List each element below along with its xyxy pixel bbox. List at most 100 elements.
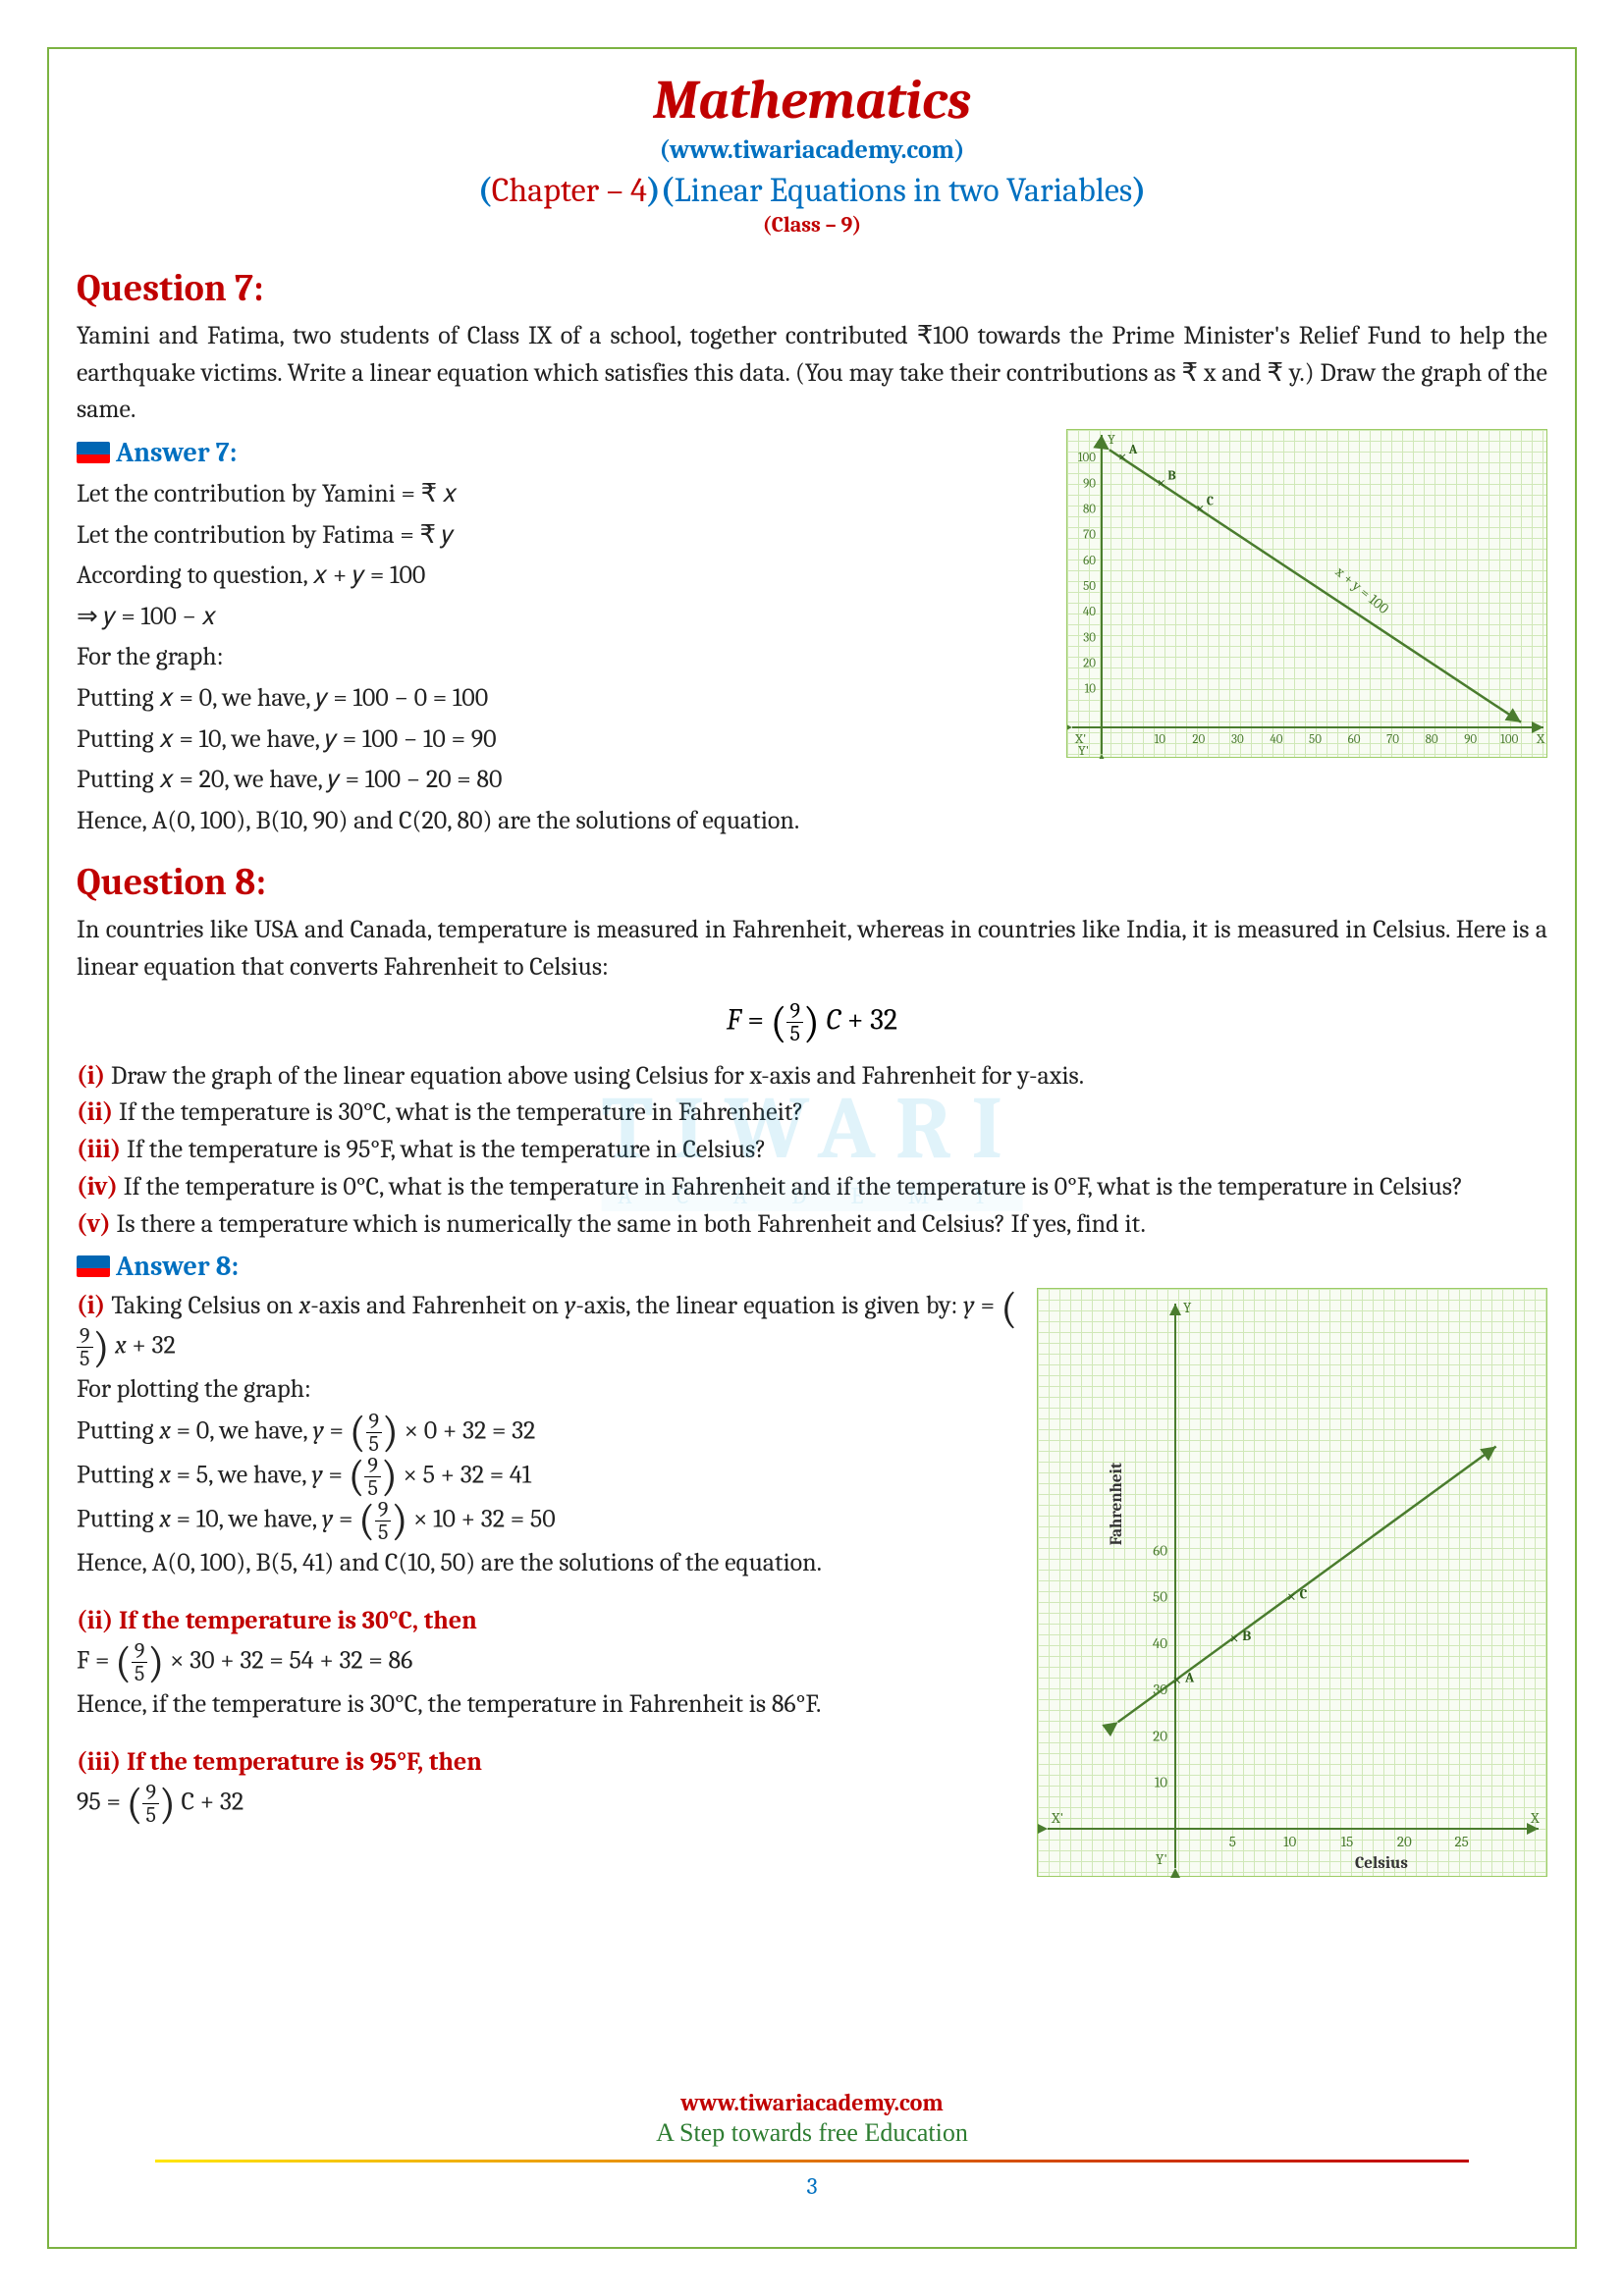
q8-ans-iii-heading: (iii) If the temperature is 95°F, then: [77, 1744, 1017, 1782]
q8-part: (ii) If the temperature is 30°C, what is…: [77, 1095, 1547, 1132]
q8-part: (iv) If the temperature is 0°C, what is …: [77, 1169, 1547, 1206]
svg-text:×: ×: [1287, 1588, 1296, 1607]
q7-answer-label: Answer 7:: [116, 437, 237, 468]
svg-text:x + y = 100: x + y = 100: [1331, 562, 1392, 618]
svg-text:A: A: [1128, 443, 1138, 457]
chapter-line: (Chapter – 4)(Linear Equations in two Va…: [77, 171, 1547, 210]
q8-line: 95 = (95) C + 32: [77, 1782, 1017, 1826]
svg-text:C: C: [1300, 1586, 1308, 1603]
q8-ans-i-intro: (i) Taking Celsius on x-axis and Fahrenh…: [77, 1288, 1017, 1369]
svg-text:60: 60: [1348, 732, 1361, 747]
footer-slogan: A Step towards free Education: [77, 2118, 1547, 2148]
q7-answer-heading: Answer 7:: [77, 437, 1047, 468]
svg-text:60: 60: [1153, 1542, 1167, 1560]
svg-text:Fahrenheit: Fahrenheit: [1108, 1462, 1126, 1545]
q8-line: Hence, A(0, 100), B(5, 41) and C(10, 50)…: [77, 1543, 1017, 1584]
footer-rule: [155, 2160, 1469, 2163]
svg-text:Celsius: Celsius: [1355, 1854, 1408, 1873]
q7-graph: 1020304050607080901001020304050607080901…: [1066, 429, 1547, 758]
svg-text:Y': Y': [1156, 1850, 1167, 1868]
svg-text:10: 10: [1085, 682, 1097, 697]
svg-text:90: 90: [1464, 732, 1477, 747]
q7-answer-col: Answer 7: Let the contribution by Yamini…: [77, 429, 1047, 841]
q8-ans-iii-label: (iii) If the temperature is 95°F, then: [77, 1747, 482, 1777]
q7-text: Yamini and Fatima, two students of Class…: [77, 318, 1547, 429]
svg-text:90: 90: [1083, 476, 1096, 491]
svg-text:X: X: [1530, 1809, 1540, 1827]
svg-text:30: 30: [1231, 732, 1244, 747]
q8-graph-svg: 510152025102030405060XX'YY'CelsiusFahren…: [1038, 1289, 1548, 1878]
svg-text:A: A: [1184, 1670, 1195, 1686]
q7-line: Putting 𝑥 = 20, we have, 𝑦 = 100 − 20 = …: [77, 760, 1047, 801]
svg-text:Y': Y': [1078, 742, 1089, 759]
svg-text:×: ×: [1172, 1672, 1181, 1690]
q7-line: Let the contribution by Fatima = ₹ 𝑦: [77, 515, 1047, 557]
q8-ii-text: If the temperature is 30°C, what is the …: [119, 1097, 803, 1127]
q8-graph: 510152025102030405060XX'YY'CelsiusFahren…: [1037, 1288, 1547, 1877]
svg-text:40: 40: [1270, 732, 1282, 747]
footer-pagenum: 3: [77, 2172, 1547, 2200]
chapter-number: Chapter – 4: [492, 171, 647, 210]
q8-answer-label: Answer 8:: [116, 1251, 239, 1282]
q8-line: Hence, if the temperature is 30°C, the t…: [77, 1684, 1017, 1726]
svg-text:40: 40: [1083, 605, 1096, 619]
q8-part: (iii) If the temperature is 95°F, what i…: [77, 1132, 1547, 1169]
q8-line: For plotting the graph:: [77, 1369, 1017, 1411]
q7-line: For the graph:: [77, 637, 1047, 678]
page-title: Mathematics: [77, 69, 1547, 132]
q8-part: (i) Draw the graph of the linear equatio…: [77, 1058, 1547, 1095]
q7-answer-row: Answer 7: Let the contribution by Yamini…: [77, 429, 1547, 841]
svg-text:X': X': [1051, 1809, 1063, 1827]
svg-text:20: 20: [1153, 1728, 1167, 1745]
q8-line: F = (95) × 30 + 32 = 54 + 32 = 86: [77, 1640, 1017, 1684]
q8-line: Putting x = 10, we have, y = (95) × 10 +…: [77, 1499, 1017, 1543]
answer-icon: [77, 1255, 110, 1277]
q8-iv-text: If the temperature is 0°C, what is the t…: [124, 1172, 1463, 1201]
document-header: Mathematics (www.tiwariacademy.com) (Cha…: [77, 69, 1547, 238]
q8-part: (v) Is there a temperature which is nume…: [77, 1206, 1547, 1244]
svg-text:×: ×: [1196, 500, 1205, 517]
svg-text:100: 100: [1078, 451, 1096, 465]
svg-text:10: 10: [1283, 1833, 1296, 1850]
q8-answer-row: (i) Taking Celsius on x-axis and Fahrenh…: [77, 1288, 1547, 1877]
svg-text:5: 5: [1229, 1833, 1236, 1850]
q7-line: Putting 𝑥 = 10, we have, 𝑦 = 100 − 10 = …: [77, 720, 1047, 761]
footer-site: www.tiwariacademy.com: [77, 2089, 1547, 2116]
answer-icon: [77, 442, 110, 463]
svg-text:60: 60: [1083, 554, 1096, 568]
q8-heading: Question 8:: [77, 861, 1547, 904]
page-footer: www.tiwariacademy.com A Step towards fre…: [77, 2089, 1547, 2200]
q7-line: ⇒ 𝑦 = 100 − 𝑥: [77, 597, 1047, 638]
website-line: (www.tiwariacademy.com): [77, 135, 1547, 165]
svg-text:B: B: [1167, 468, 1175, 483]
svg-text:Y: Y: [1108, 431, 1115, 448]
q8-answer-heading: Answer 8:: [77, 1251, 1547, 1282]
svg-text:25: 25: [1455, 1833, 1469, 1850]
q7-graph-svg: 1020304050607080901001020304050607080901…: [1067, 430, 1548, 759]
svg-text:50: 50: [1083, 579, 1096, 594]
q7-line: Hence, A(0, 100), B(10, 90) and C(20, 80…: [77, 801, 1047, 842]
q8-text: In countries like USA and Canada, temper…: [77, 912, 1547, 986]
chapter-topic: Linear Equations in two Variables: [675, 171, 1133, 210]
q7-line: Let the contribution by Yamini = ₹ 𝑥: [77, 474, 1047, 515]
q8-answer-col: (i) Taking Celsius on x-axis and Fahrenh…: [77, 1288, 1017, 1826]
svg-text:×: ×: [1157, 473, 1165, 491]
svg-text:20: 20: [1397, 1833, 1412, 1850]
svg-text:70: 70: [1386, 732, 1399, 747]
svg-text:Y: Y: [1183, 1299, 1192, 1316]
svg-text:×: ×: [1229, 1629, 1238, 1648]
svg-text:70: 70: [1083, 528, 1096, 543]
svg-text:80: 80: [1426, 732, 1438, 747]
svg-text:10: 10: [1155, 1774, 1167, 1791]
q8-formula: F = (95) C + 32: [77, 1000, 1547, 1044]
svg-text:20: 20: [1083, 657, 1096, 671]
svg-text:C: C: [1207, 495, 1214, 509]
svg-text:50: 50: [1309, 732, 1322, 747]
page-content: TIWARI A C A D E M Y Mathematics (www.ti…: [77, 69, 1547, 2219]
svg-text:40: 40: [1153, 1634, 1167, 1652]
svg-text:50: 50: [1153, 1588, 1167, 1606]
q8-i-text: Draw the graph of the linear equation ab…: [111, 1061, 1084, 1091]
q8-ans-ii-heading: (ii) If the temperature is 30°C, then: [77, 1603, 1017, 1640]
svg-text:B: B: [1242, 1628, 1251, 1644]
svg-text:10: 10: [1155, 732, 1166, 747]
